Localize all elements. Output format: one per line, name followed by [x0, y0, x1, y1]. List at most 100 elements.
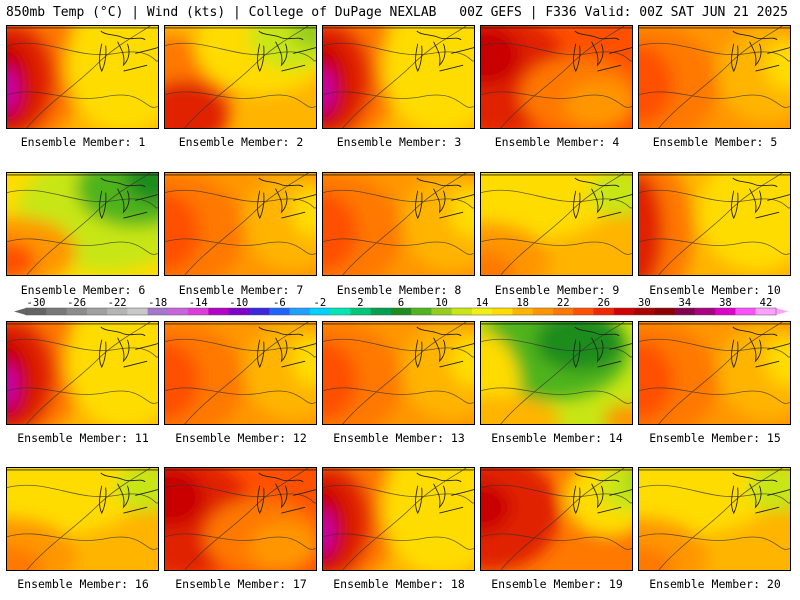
- map-title: 850mb Temp (°C) | Wind (kts) | College o…: [6, 5, 437, 20]
- ensemble-member-9-label: Ensemble Member: 9: [494, 283, 620, 297]
- scale-tick-label: -6: [273, 297, 286, 309]
- ensemble-member-17-map: [164, 467, 317, 571]
- ensemble-member-12-label: Ensemble Member: 12: [175, 431, 307, 445]
- scale-swatch: [411, 308, 432, 315]
- ensemble-member-20-label: Ensemble Member: 20: [649, 577, 781, 591]
- scale-swatch: [492, 308, 513, 315]
- ensemble-member-3-label: Ensemble Member: 3: [336, 135, 462, 149]
- scale-swatch: [654, 308, 676, 315]
- scale-swatch: [269, 308, 291, 315]
- scale-swatch: [735, 308, 757, 315]
- scale-tick-label: 22: [557, 297, 570, 309]
- scale-tick-label: -14: [189, 297, 208, 309]
- scale-swatch: [471, 308, 493, 315]
- scale-swatch: [431, 308, 453, 315]
- scale-swatch: [613, 308, 635, 315]
- scale-swatch: [350, 308, 372, 315]
- ensemble-member-8-label: Ensemble Member: 8: [336, 283, 462, 297]
- scale-swatch: [107, 308, 128, 315]
- scale-tick-label: 18: [516, 297, 529, 309]
- ensemble-member-10-label: Ensemble Member: 10: [649, 283, 781, 297]
- scale-tick-label: 30: [638, 297, 651, 309]
- scale-swatch: [46, 308, 68, 315]
- ensemble-member-4-label: Ensemble Member: 4: [494, 135, 620, 149]
- ensemble-member-12-map: [164, 321, 317, 425]
- ensemble-member-4-map: [480, 25, 633, 129]
- scale-swatch: [573, 308, 595, 315]
- scale-swatch: [86, 308, 108, 315]
- scale-tick-label: 14: [476, 297, 489, 309]
- scale-tick-label: -22: [108, 297, 127, 309]
- ensemble-member-15-map: [638, 321, 791, 425]
- ensemble-member-18-map: [322, 467, 475, 571]
- scale-tick-label: 34: [679, 297, 692, 309]
- scale-swatch: [674, 308, 696, 315]
- scale-swatch: [208, 308, 230, 315]
- scale-swatch: [532, 308, 554, 315]
- ensemble-member-17-label: Ensemble Member: 17: [175, 577, 307, 591]
- scale-tick-label: 10: [435, 297, 448, 309]
- ensemble-member-19-map: [480, 467, 633, 571]
- ensemble-member-19-label: Ensemble Member: 19: [491, 577, 623, 591]
- ensemble-member-10-map: [638, 172, 791, 276]
- ensemble-member-7-map: [164, 172, 317, 276]
- scale-swatch: [370, 308, 392, 315]
- ensemble-member-18-label: Ensemble Member: 18: [333, 577, 465, 591]
- scale-tick-label: 38: [719, 297, 732, 309]
- scale-swatch: [553, 308, 574, 315]
- ensemble-member-3-map: [322, 25, 475, 129]
- scale-swatch: [512, 308, 534, 315]
- scale-swatch: [167, 308, 189, 315]
- scale-swatch: [309, 308, 331, 315]
- scale-arrow-high: [776, 308, 788, 315]
- scale-swatch: [390, 308, 412, 315]
- ensemble-member-5-label: Ensemble Member: 5: [652, 135, 778, 149]
- scale-swatch: [127, 308, 149, 315]
- ensemble-member-2-map: [164, 25, 317, 129]
- ensemble-member-7-label: Ensemble Member: 7: [178, 283, 304, 297]
- scale-swatch: [715, 308, 736, 315]
- scale-tick-label: -18: [148, 297, 167, 309]
- ensemble-member-13-map: [322, 321, 475, 425]
- ensemble-member-13-label: Ensemble Member: 13: [333, 431, 465, 445]
- scale-swatch: [634, 308, 655, 315]
- scale-swatch: [451, 308, 473, 315]
- ensemble-member-16-map: [6, 467, 159, 571]
- scale-tick-label: 2: [357, 297, 363, 309]
- scale-tick-label: 26: [597, 297, 610, 309]
- ensemble-member-14-label: Ensemble Member: 14: [491, 431, 623, 445]
- ensemble-member-6-label: Ensemble Member: 6: [20, 283, 146, 297]
- ensemble-member-11-map: [6, 321, 159, 425]
- run-valid-time: 00Z GEFS | F336 Valid: 00Z SAT JUN 21 20…: [459, 5, 788, 20]
- scale-swatch: [593, 308, 615, 315]
- ensemble-member-9-map: [480, 172, 633, 276]
- scale-tick-label: 42: [760, 297, 773, 309]
- scale-tick-label: -2: [314, 297, 327, 309]
- ensemble-member-6-map: [6, 172, 159, 276]
- scale-swatch: [330, 308, 351, 315]
- scale-swatch: [289, 308, 311, 315]
- scale-arrow-low: [14, 308, 26, 315]
- scale-tick-label: -26: [67, 297, 86, 309]
- ensemble-member-5-map: [638, 25, 791, 129]
- scale-swatch: [188, 308, 209, 315]
- ensemble-member-15-label: Ensemble Member: 15: [649, 431, 781, 445]
- ensemble-member-14-map: [480, 321, 633, 425]
- ensemble-member-20-map: [638, 467, 791, 571]
- scale-swatch: [66, 308, 88, 315]
- scale-swatch: [248, 308, 270, 315]
- scale-swatch: [26, 308, 47, 315]
- scale-swatch: [147, 308, 169, 315]
- ensemble-member-1-map: [6, 25, 159, 129]
- temperature-color-scale: -30 -26 -22 -18 -14 -10 -6 -2 2 6 10 14 18 22 26 30 34 38…: [14, 297, 788, 319]
- ensemble-member-16-label: Ensemble Member: 16: [17, 577, 149, 591]
- ensemble-member-2-label: Ensemble Member: 2: [178, 135, 304, 149]
- scale-swatch: [755, 308, 777, 315]
- ensemble-member-11-label: Ensemble Member: 11: [17, 431, 149, 445]
- scale-swatch: [694, 308, 716, 315]
- scale-tick-label: 6: [398, 297, 404, 309]
- ensemble-member-8-map: [322, 172, 475, 276]
- scale-tick-label: -30: [27, 297, 46, 309]
- scale-tick-label: -10: [229, 297, 248, 309]
- scale-swatch: [228, 308, 250, 315]
